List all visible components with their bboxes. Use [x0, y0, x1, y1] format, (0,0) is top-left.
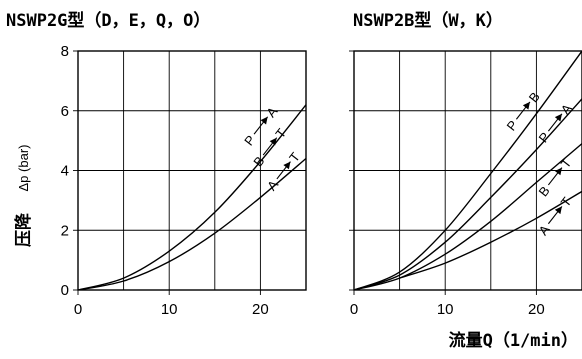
series-line-a-to-t	[399, 190, 582, 279]
arrowhead-icon	[269, 137, 277, 146]
y-axis-label: 压降	[13, 212, 34, 247]
annotation-from: P	[241, 132, 258, 148]
x-tick-label: 20	[528, 301, 545, 318]
y-axis-unit: Δp (bar)	[16, 145, 31, 192]
arrowhead-icon	[283, 161, 291, 170]
annotation-from: B	[535, 183, 552, 199]
x-tick-label: 0	[74, 301, 82, 318]
x-tick-label: 10	[437, 301, 454, 318]
series-line-p-to-a-b-to-t	[78, 104, 306, 290]
y-tick-label: 6	[61, 103, 69, 120]
series-line-a-to-t	[78, 157, 306, 290]
arrowhead-icon	[260, 116, 268, 125]
arrowhead-icon	[522, 101, 530, 110]
annotation-from: P	[503, 118, 520, 134]
series-line-b-to-t	[354, 143, 582, 290]
series-line-p-to-a	[354, 98, 582, 290]
y-tick-label: 0	[61, 282, 69, 299]
annotation-from: A	[264, 177, 281, 193]
arrowhead-icon	[554, 167, 562, 176]
x-tick-label: 10	[161, 301, 178, 318]
y-tick-label: 2	[61, 222, 69, 239]
x-tick-label: 20	[252, 301, 269, 318]
x-tick-label: 0	[350, 301, 358, 318]
annotation-from: A	[535, 222, 552, 238]
chart-1-title: NSWP2G型（D，E，Q，O）	[6, 10, 210, 31]
annotation-p-to-b: PB	[503, 89, 542, 133]
arrowhead-icon	[554, 206, 562, 215]
x-axis-label: 流量Q（1/min）	[449, 330, 578, 351]
chart-2-title: NSWP2B型（W，K）	[353, 10, 503, 31]
series-line-p-to-b	[354, 51, 582, 290]
y-tick-label: 8	[61, 43, 69, 60]
y-tick-label: 4	[61, 163, 69, 180]
annotation-from: P	[535, 129, 552, 145]
annotation-a-to-t: AT	[264, 149, 303, 193]
arrowhead-icon	[554, 113, 562, 122]
